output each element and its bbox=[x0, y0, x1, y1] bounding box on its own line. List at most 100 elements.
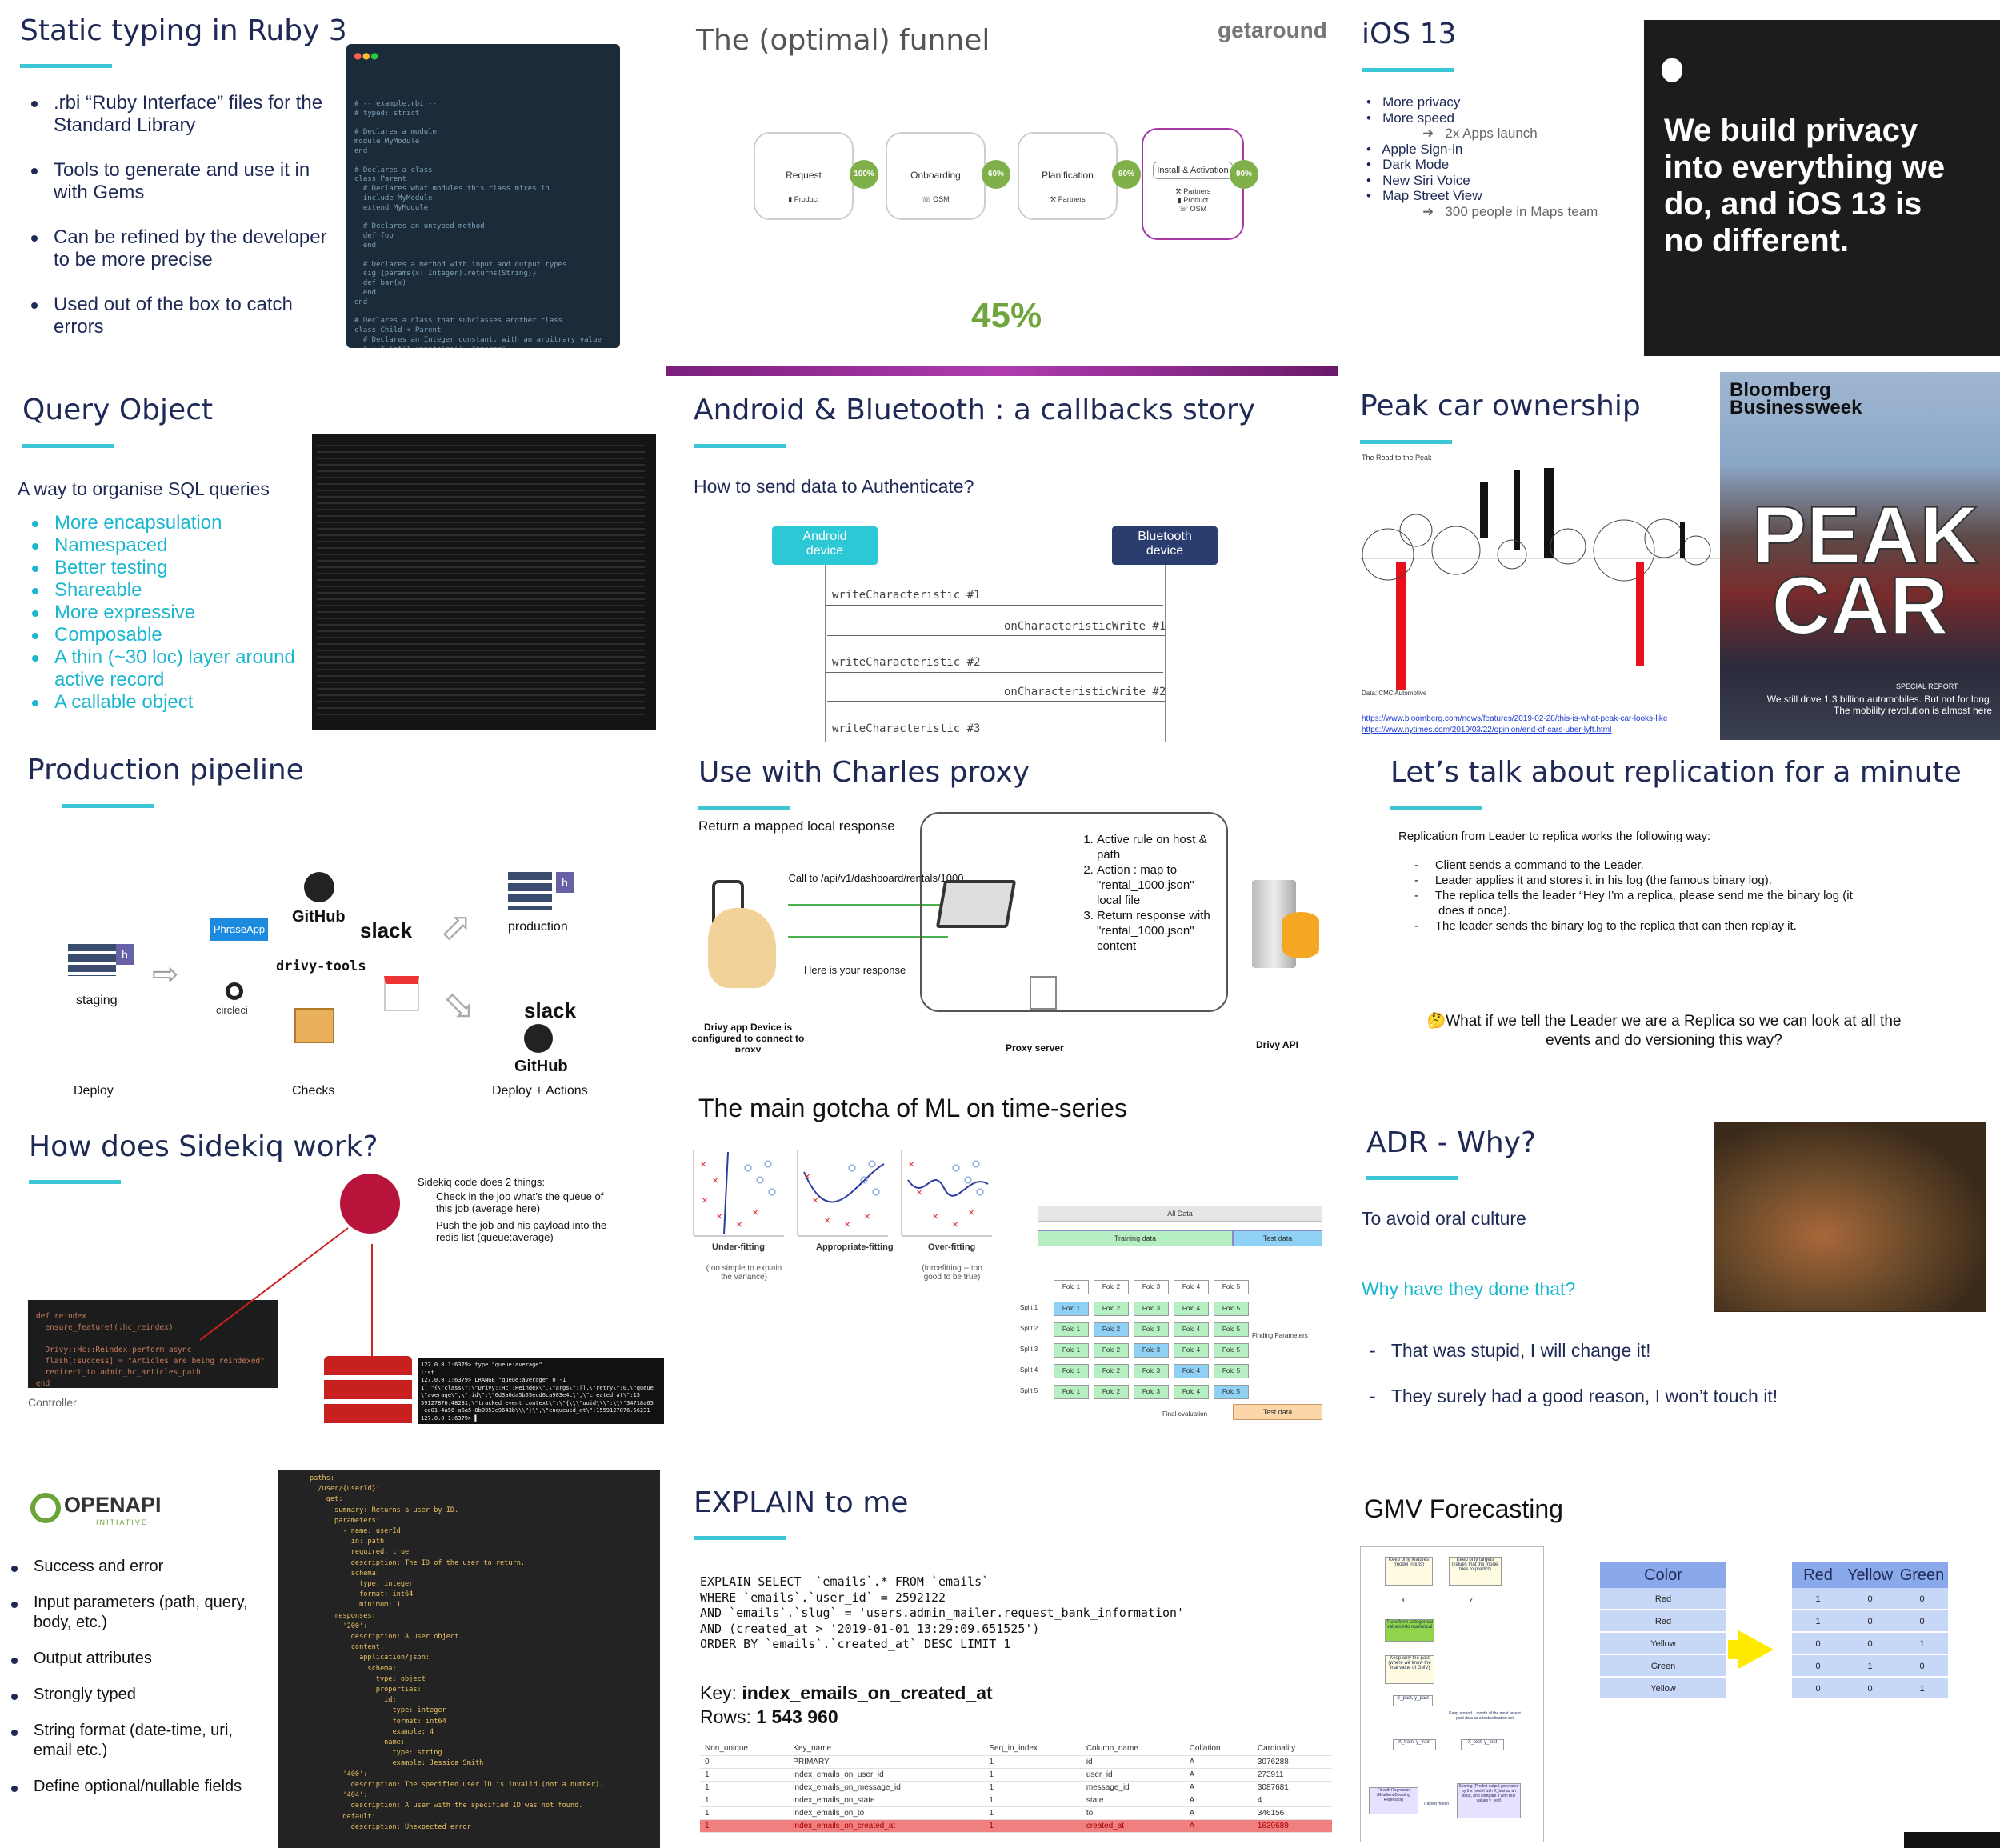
bullet: Better testing bbox=[29, 557, 301, 579]
actor-android: Android device bbox=[772, 526, 878, 565]
fold-cell: Fold 1 bbox=[1054, 1385, 1089, 1399]
hand-icon bbox=[708, 908, 776, 988]
slide-title: Static typing in Ruby 3 bbox=[20, 14, 347, 47]
table-row-highlighted: 1 index_emails_on_created_at 1 created_at A 1… bbox=[700, 1819, 1332, 1833]
title-underline bbox=[62, 804, 154, 808]
fold-cell: Fold 1 bbox=[1054, 1364, 1089, 1378]
flow-node: Keep only targets (values that the model… bbox=[1449, 1557, 1502, 1586]
svg-text:×: × bbox=[908, 1158, 914, 1170]
panel-title: Under-fitting bbox=[712, 1242, 765, 1252]
arrow-shaft bbox=[1728, 1640, 1744, 1659]
question: Why have they done that? bbox=[1362, 1278, 1576, 1299]
color-cell: Red bbox=[1600, 1588, 1726, 1610]
subtitle: A way to organise SQL queries bbox=[18, 478, 270, 499]
list-item: • Apple Sign-in bbox=[1366, 141, 1463, 157]
flowchart: Keep only features (model inputs) Keep o… bbox=[1360, 1546, 1544, 1842]
github-label: GitHub bbox=[514, 1058, 568, 1075]
code-screenshot bbox=[312, 434, 656, 730]
panel-title: Appropriate-fitting bbox=[816, 1242, 894, 1252]
flow-node: Keep only features (model inputs) bbox=[1385, 1557, 1433, 1586]
link[interactable]: https://www.nytimes.com/2019/03/22/opini… bbox=[1362, 726, 1612, 734]
table-row: 1 index_emails_on_to 1 to A 346156 bbox=[700, 1806, 1332, 1820]
slide-title: ADR - Why? bbox=[1366, 1126, 1537, 1159]
slide-title: Let’s talk about replication for a minut… bbox=[1390, 756, 1962, 789]
svg-text:×: × bbox=[700, 1158, 706, 1170]
message-arrow bbox=[827, 635, 1165, 636]
title-underline bbox=[1360, 440, 1452, 444]
arrow-icon: ⇨ bbox=[152, 957, 179, 992]
slide-title: The main gotcha of ML on time-series bbox=[698, 1094, 1127, 1122]
fold-cell: Fold 2 bbox=[1094, 1385, 1129, 1399]
flow-node: Keep around 1 month of the most recent p… bbox=[1449, 1711, 1521, 1721]
title-underline bbox=[22, 444, 114, 448]
bullet: Can be refined by the developer to be mo… bbox=[28, 226, 340, 271]
staging-label: staging bbox=[76, 994, 118, 1007]
fold-header: Fold 4 bbox=[1174, 1280, 1209, 1294]
bullet-list: More encapsulation Namespaced Better tes… bbox=[29, 512, 301, 714]
slide-ios13: iOS 13 • More privacy • More speed ➜ 2x … bbox=[1344, 0, 2000, 364]
flow-node: Trained model bbox=[1423, 1802, 1449, 1806]
list-item: • Dark Mode bbox=[1366, 157, 1450, 172]
step: - The replica tells the leader “Hey I’m … bbox=[1414, 889, 1853, 918]
bullet-list: .rbi “Ruby Interface” files for the Stan… bbox=[28, 92, 340, 361]
color-cell: Green bbox=[1600, 1655, 1726, 1678]
flow-node: Fit with Regressor (Gradient Boosting Re… bbox=[1369, 1787, 1418, 1814]
calendar-icon bbox=[384, 976, 419, 1011]
svg-text:×: × bbox=[804, 1170, 810, 1182]
flow-node: Transform categorical values into numeri… bbox=[1385, 1619, 1434, 1642]
file-icon bbox=[1030, 976, 1057, 1010]
table-row: 1 index_emails_on_state 1 state A 4 bbox=[700, 1794, 1332, 1807]
arrow-down-icon: ⇨ bbox=[433, 980, 486, 1034]
sidekiq-logo-icon bbox=[340, 1174, 400, 1234]
github-label: GitHub bbox=[292, 908, 346, 926]
list-subitem: ➜ 300 people in Maps team bbox=[1422, 203, 1598, 219]
reason: To avoid oral culture bbox=[1362, 1208, 1526, 1229]
heroku-icon: h bbox=[556, 872, 574, 893]
flow-node: Y bbox=[1469, 1597, 1474, 1604]
svg-text:×: × bbox=[824, 1214, 830, 1226]
bullet: Used out of the box to catch errors bbox=[28, 294, 340, 338]
slide-funnel: The (optimal) funnel getaround Request ▮ … bbox=[666, 0, 1338, 376]
rate-badge: 100% bbox=[850, 160, 878, 189]
final-test-bar: Test data bbox=[1233, 1404, 1322, 1420]
lifeline-android bbox=[825, 565, 826, 742]
magazine-cover: Bloomberg Businessweek PEAK CAR SPECIAL … bbox=[1720, 372, 2000, 740]
slide-adr: ADR - Why? To avoid oral culture Why hav… bbox=[1344, 1104, 2000, 1440]
request-arrow bbox=[788, 904, 948, 906]
slide-ml-time-series: The main gotcha of ML on time-series × × ×… bbox=[668, 1076, 1336, 1452]
rows-line: Rows: 1 543 960 bbox=[700, 1706, 838, 1727]
fold-cell: Fold 2 bbox=[1094, 1343, 1129, 1358]
table-row: 1 index_emails_on_user_id 1 user_id A 273911 bbox=[700, 1768, 1332, 1782]
apple-icon bbox=[1662, 58, 1682, 82]
flow-node: X_test, y_test bbox=[1461, 1739, 1504, 1750]
openapi-logo-icon bbox=[30, 1493, 61, 1523]
test-data-bar: Test data bbox=[1233, 1230, 1322, 1246]
lifeline-bluetooth bbox=[1165, 565, 1166, 742]
split-label: Split 2 bbox=[1020, 1325, 1038, 1332]
message-arrow bbox=[826, 605, 1163, 606]
svg-text:×: × bbox=[702, 1194, 708, 1206]
fold-cell: Fold 3 bbox=[1134, 1302, 1169, 1316]
slide-charles-proxy: Use with Charles proxy Return a mapped l… bbox=[668, 748, 1336, 1052]
circleci-icon bbox=[226, 982, 243, 1000]
window-dots: ●●● bbox=[354, 50, 380, 62]
title-underline bbox=[20, 64, 112, 68]
color-cell: Yellow bbox=[1600, 1678, 1726, 1700]
flow-node: X_train, y_train bbox=[1393, 1739, 1436, 1750]
response-label: Here is your response bbox=[804, 964, 906, 976]
slide-title: The (optimal) funnel bbox=[696, 24, 990, 57]
fold-cell: Fold 5 bbox=[1214, 1364, 1249, 1378]
question: How to send data to Authenticate? bbox=[694, 476, 974, 497]
bullet: Composable bbox=[29, 624, 301, 646]
color-cell: Red bbox=[1600, 1610, 1726, 1633]
intro: Replication from Leader to replica works… bbox=[1398, 830, 1711, 843]
fold-cell: Fold 5 bbox=[1214, 1385, 1249, 1399]
answer: - They surely had a good reason, I won’t… bbox=[1370, 1386, 1778, 1406]
svg-text:×: × bbox=[864, 1210, 870, 1222]
link[interactable]: https://www.bloomberg.com/news/features/… bbox=[1362, 714, 1668, 723]
bullet: Shareable bbox=[29, 579, 301, 602]
bullet: Namespaced bbox=[29, 534, 301, 557]
